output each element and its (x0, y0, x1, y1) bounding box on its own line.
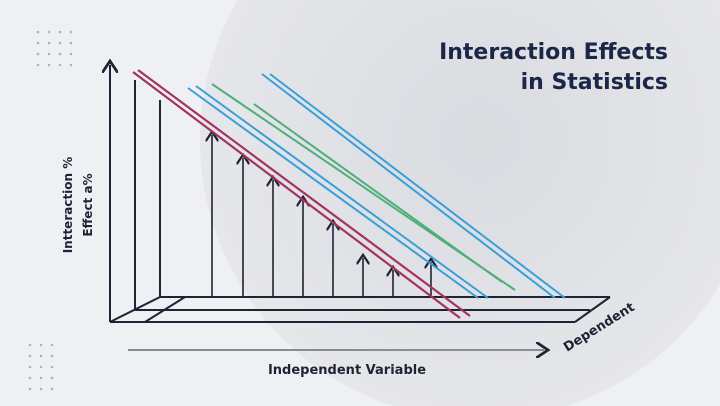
dot (39, 387, 43, 391)
dot (36, 52, 40, 56)
dot (58, 63, 62, 67)
dot (47, 41, 51, 45)
svg-text:Intteraction %: Intteraction % (61, 157, 75, 254)
blue-lines-2 (261, 73, 566, 299)
dot-grid-top (36, 30, 73, 67)
x-axis-label: Independent Variable (268, 363, 426, 378)
box-frame (110, 65, 611, 323)
dot-grid-bottom (28, 343, 54, 391)
svg-text:Effect a%: Effect a% (81, 173, 95, 236)
dot (28, 354, 32, 358)
dot (47, 30, 51, 34)
dot (50, 343, 54, 347)
dot (50, 365, 54, 369)
dot (28, 365, 32, 369)
dot (69, 63, 73, 67)
dot (39, 365, 43, 369)
dot (69, 41, 73, 45)
green-lines (211, 83, 516, 291)
dot (28, 387, 32, 391)
dot (28, 343, 32, 347)
effect-arrows (212, 135, 431, 297)
dot (58, 41, 62, 45)
red-lines (132, 69, 471, 319)
title-line-1: Interaction Effects (439, 40, 668, 65)
dot (58, 30, 62, 34)
y-axis-label: Intteraction % Effect a% (61, 157, 95, 254)
title-line-2: in Statistics (520, 70, 668, 95)
dot (69, 30, 73, 34)
dot (36, 41, 40, 45)
dot (36, 30, 40, 34)
dot (50, 387, 54, 391)
dot (39, 376, 43, 380)
blue-lines-1 (187, 85, 489, 299)
dot (39, 343, 43, 347)
dot (50, 376, 54, 380)
dot (47, 63, 51, 67)
dot (36, 63, 40, 67)
dot (39, 354, 43, 358)
dot (58, 52, 62, 56)
background-circle (200, 0, 720, 406)
dot (47, 52, 51, 56)
dot (28, 376, 32, 380)
dot (69, 52, 73, 56)
dot (50, 354, 54, 358)
